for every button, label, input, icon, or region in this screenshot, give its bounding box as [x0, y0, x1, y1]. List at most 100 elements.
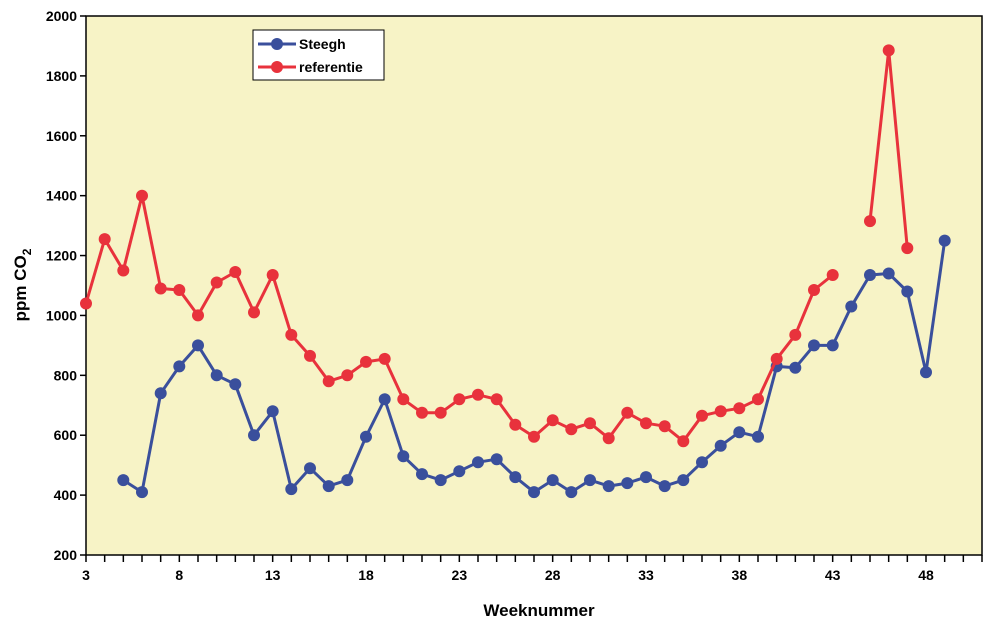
data-point — [453, 393, 466, 406]
data-point — [621, 477, 634, 490]
data-point — [117, 264, 130, 277]
y-tick-label: 1600 — [46, 128, 77, 144]
data-point — [173, 360, 186, 373]
data-point — [640, 471, 652, 484]
y-tick-label: 1400 — [46, 188, 77, 204]
data-point — [341, 369, 354, 382]
data-point — [752, 430, 764, 443]
series-referentie — [80, 44, 914, 448]
data-point — [80, 297, 92, 310]
data-point — [677, 435, 690, 448]
data-point — [789, 361, 802, 374]
data-point — [752, 393, 764, 406]
y-tick-label: 400 — [54, 487, 78, 503]
data-point — [696, 409, 708, 422]
x-axis-label: Weeknummer — [483, 601, 595, 620]
data-point — [640, 417, 652, 430]
data-point — [266, 269, 279, 281]
data-point — [434, 474, 447, 487]
series-steegh — [117, 234, 951, 499]
y-tick-label: 600 — [54, 427, 78, 443]
data-point — [733, 402, 746, 415]
data-point — [901, 285, 914, 298]
data-point — [378, 352, 391, 365]
data-point — [210, 369, 223, 382]
y-tick-label: 800 — [54, 367, 78, 383]
data-point — [304, 349, 316, 362]
data-point — [677, 474, 690, 487]
data-point — [882, 267, 895, 280]
y-axis-label-main: ppm CO — [11, 255, 30, 321]
data-point — [98, 233, 111, 246]
data-point — [920, 366, 932, 379]
data-point — [192, 309, 204, 322]
data-point — [378, 393, 391, 406]
data-point — [826, 269, 839, 281]
data-point — [696, 456, 708, 469]
data-point — [472, 456, 484, 469]
x-tick-label: 3 — [82, 567, 90, 583]
data-point — [266, 405, 279, 418]
data-point — [192, 339, 204, 352]
data-point — [882, 44, 895, 57]
x-tick-label: 48 — [918, 567, 934, 583]
data-point — [621, 406, 634, 419]
x-tick-label: 38 — [732, 567, 748, 583]
series-layer — [80, 44, 951, 499]
data-point — [173, 284, 186, 296]
data-point — [714, 439, 727, 452]
data-point — [546, 474, 559, 487]
data-point — [845, 300, 858, 313]
data-point — [136, 486, 148, 499]
data-point — [397, 450, 410, 463]
data-point — [901, 242, 914, 255]
data-point — [528, 430, 540, 443]
data-point — [285, 328, 298, 341]
x-tick-label: 33 — [638, 567, 654, 583]
x-tick-label: 43 — [825, 567, 841, 583]
data-point — [210, 276, 223, 289]
data-point — [584, 474, 596, 487]
data-point — [360, 355, 372, 368]
data-point — [304, 462, 316, 475]
x-tick-label: 23 — [452, 567, 468, 583]
legend: Steegh referentie — [252, 29, 385, 81]
data-point — [509, 471, 522, 484]
y-tick-label: 2000 — [46, 8, 77, 24]
data-point — [285, 483, 298, 496]
data-point — [416, 468, 428, 481]
y-tick-label: 1800 — [46, 68, 77, 84]
data-point — [154, 387, 167, 400]
data-point — [770, 352, 783, 365]
data-point — [360, 430, 372, 443]
y-tick-label: 1000 — [46, 307, 77, 323]
legend-marker — [271, 38, 283, 50]
data-point — [490, 453, 503, 466]
data-point — [658, 480, 671, 493]
data-point — [229, 378, 242, 391]
data-point — [658, 420, 671, 433]
data-point — [509, 418, 522, 431]
data-point — [472, 388, 484, 401]
legend-label: Steegh — [299, 36, 346, 52]
data-point — [416, 406, 428, 419]
data-point — [864, 269, 876, 281]
data-point — [453, 465, 466, 478]
data-point — [565, 486, 578, 499]
x-tick-label: 18 — [358, 567, 374, 583]
y-tick-label: 200 — [54, 547, 78, 563]
data-point — [248, 429, 260, 442]
y-axis-label: ppm CO2 — [11, 248, 34, 321]
data-point — [490, 393, 503, 406]
x-tick-label: 28 — [545, 567, 561, 583]
data-point — [397, 393, 410, 406]
data-point — [789, 328, 802, 341]
data-point — [602, 432, 615, 445]
data-point — [248, 306, 260, 319]
data-point — [602, 480, 615, 493]
data-point — [826, 339, 839, 352]
data-point — [322, 375, 335, 388]
data-point — [938, 234, 951, 247]
data-point — [229, 266, 242, 278]
